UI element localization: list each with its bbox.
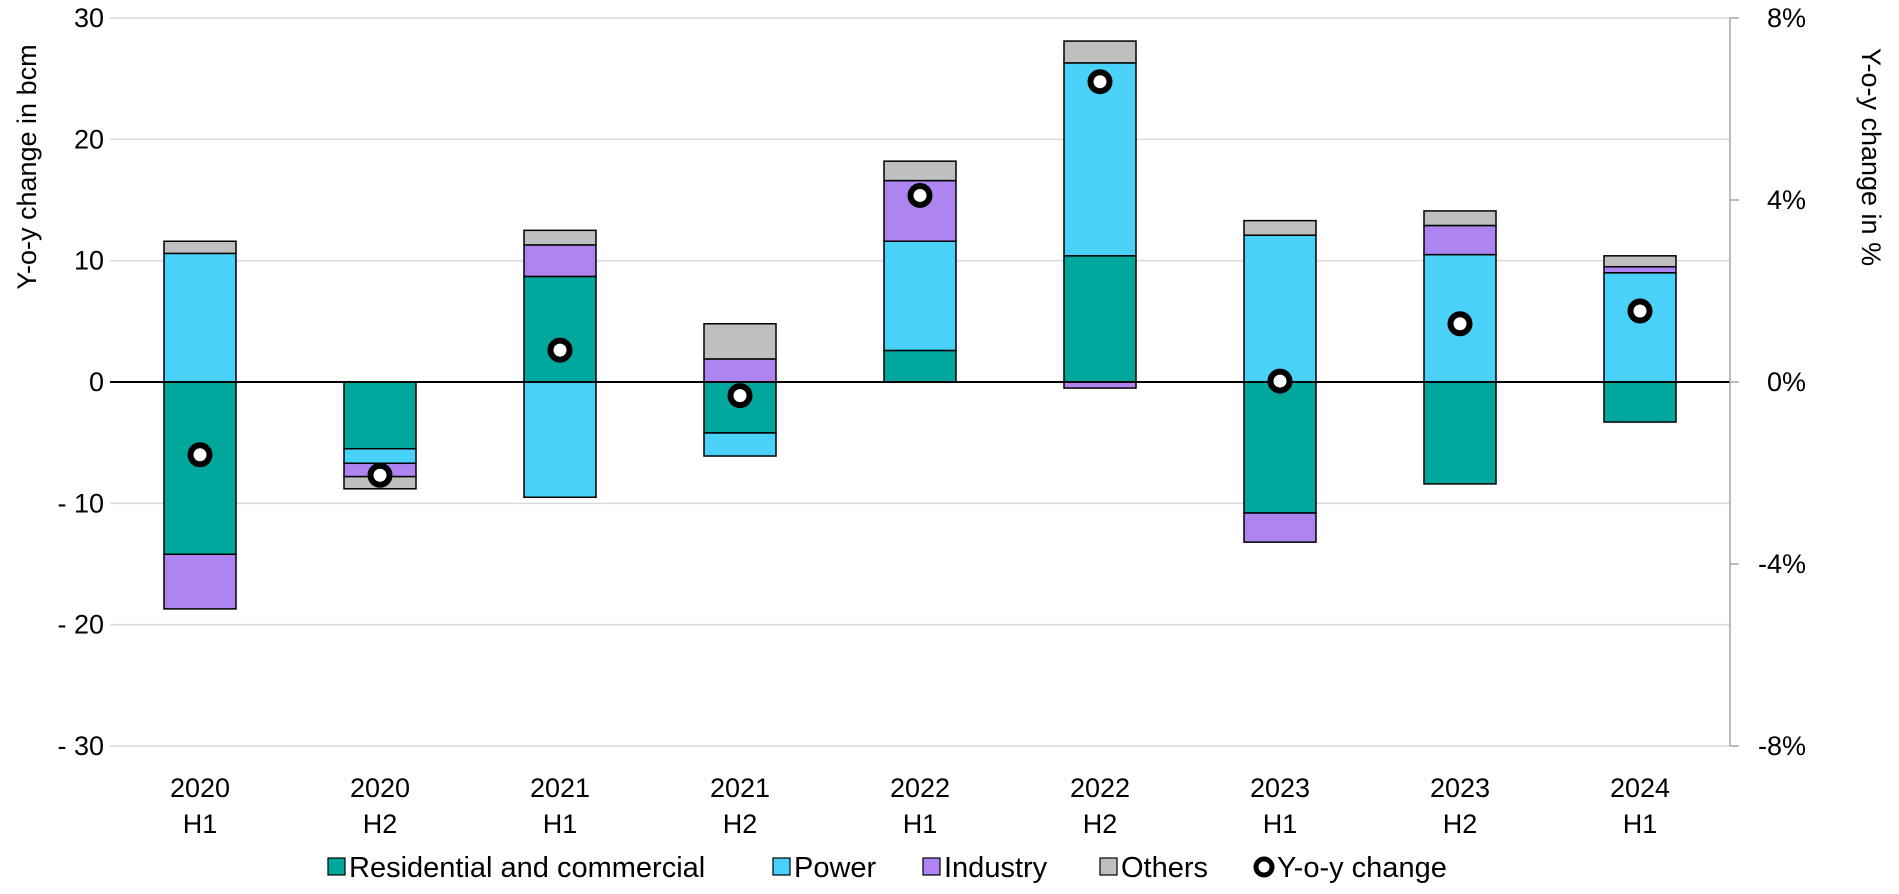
- y-axis-title-right: Y-o-y change in %: [1856, 48, 1886, 266]
- legend-label: Others: [1121, 852, 1208, 884]
- yoy-marker: [1627, 298, 1653, 324]
- bar-segment: [523, 244, 597, 278]
- bar-segment: [703, 358, 777, 383]
- right-tick-label: 8%: [1767, 3, 1806, 33]
- yoy-marker: [367, 462, 393, 488]
- left-axis-ticks: 30 20 10 0 - 10 - 20 - 30: [57, 3, 104, 761]
- bar-segment: [703, 432, 777, 457]
- bar-segment: [1243, 381, 1317, 514]
- legend-swatch: [1099, 857, 1118, 876]
- bar-segment: [1603, 381, 1677, 423]
- legend-label: Power: [794, 852, 877, 884]
- category-label-year: 2021: [710, 773, 770, 803]
- bars: [163, 40, 1677, 610]
- left-tick-label: 10: [74, 246, 104, 276]
- legend: Residential and commercial Power Industry O…: [327, 852, 1447, 884]
- right-axis-ticks: 8% 4% 0% -4% -8%: [1758, 3, 1806, 761]
- bar-segment: [1423, 210, 1497, 227]
- category-labels: 2020 H1 2020 H2 2021 H1 2021 H2 2022 H1 2022 H2 2023…: [170, 773, 1670, 839]
- yoy-marker: [547, 337, 573, 363]
- bar-segment: [163, 381, 237, 556]
- yoy-marker: [907, 182, 933, 208]
- bar-segment: [1603, 272, 1677, 383]
- bar-segment: [883, 240, 957, 352]
- category-label-year: 2020: [170, 773, 230, 803]
- bar-segment: [703, 323, 777, 360]
- category-label-year: 2023: [1430, 773, 1490, 803]
- bar-segment: [343, 381, 417, 450]
- bar-segment: [1423, 381, 1497, 485]
- right-tick-label: -4%: [1758, 549, 1806, 579]
- yoy-marker: [1267, 368, 1293, 394]
- bar-segment: [1243, 234, 1317, 383]
- category-label-half: H2: [1083, 809, 1118, 839]
- yoy-marker: [1447, 311, 1473, 337]
- right-tick-label: 0%: [1767, 367, 1806, 397]
- category-label-year: 2024: [1610, 773, 1670, 803]
- left-tick-label: 0: [89, 367, 104, 397]
- category-label-half: H2: [723, 809, 758, 839]
- bar-segment: [1603, 255, 1677, 268]
- bar-segment: [1243, 219, 1317, 236]
- bar-segment: [1063, 40, 1137, 64]
- bar-segment: [523, 275, 597, 383]
- yoy-marker: [1087, 69, 1113, 95]
- yoy-markers: [187, 69, 1653, 488]
- category-label-half: H1: [183, 809, 218, 839]
- right-tick-label: -8%: [1758, 731, 1806, 761]
- bar-segment: [163, 252, 237, 383]
- category-label-year: 2022: [890, 773, 950, 803]
- legend-swatch: [772, 857, 791, 876]
- bar-segment: [163, 553, 237, 610]
- legend-label: Y-o-y change: [1277, 852, 1447, 884]
- right-tick-label: 4%: [1767, 185, 1806, 215]
- category-label-half: H1: [903, 809, 938, 839]
- left-tick-label: - 20: [57, 610, 104, 640]
- bar-segment: [163, 240, 237, 255]
- category-label-half: H1: [543, 809, 578, 839]
- y-axis-title-left: Y-o-y change in bcm: [12, 44, 42, 289]
- legend-marker-icon: [1253, 856, 1275, 878]
- category-label-half: H2: [1443, 809, 1478, 839]
- category-label-year: 2023: [1250, 773, 1310, 803]
- bar-segment: [1063, 255, 1137, 383]
- bar-segment: [523, 381, 597, 499]
- legend-label: Industry: [944, 852, 1048, 884]
- category-label-half: H2: [363, 809, 398, 839]
- legend-label: Residential and commercial: [349, 852, 705, 884]
- bar-segment: [1063, 62, 1137, 257]
- category-label-half: H1: [1623, 809, 1658, 839]
- legend-swatch: [922, 857, 941, 876]
- bar-segment: [343, 447, 417, 465]
- category-label-year: 2022: [1070, 773, 1130, 803]
- yoy-marker: [187, 442, 213, 468]
- left-tick-label: 20: [74, 124, 104, 154]
- bar-segment: [883, 349, 957, 383]
- category-label-year: 2021: [530, 773, 590, 803]
- bar-segment: [1423, 224, 1497, 256]
- bar-segment: [883, 160, 957, 182]
- left-tick-label: 30: [74, 3, 104, 33]
- category-label-year: 2020: [350, 773, 410, 803]
- legend-swatch: [327, 857, 346, 876]
- left-tick-label: - 10: [57, 488, 104, 518]
- left-tick-label: - 30: [57, 731, 104, 761]
- yoy-marker: [727, 383, 753, 409]
- bar-segment: [1603, 265, 1677, 274]
- category-label-half: H1: [1263, 809, 1298, 839]
- bar-segment: [523, 229, 597, 246]
- bar-segment: [1243, 512, 1317, 543]
